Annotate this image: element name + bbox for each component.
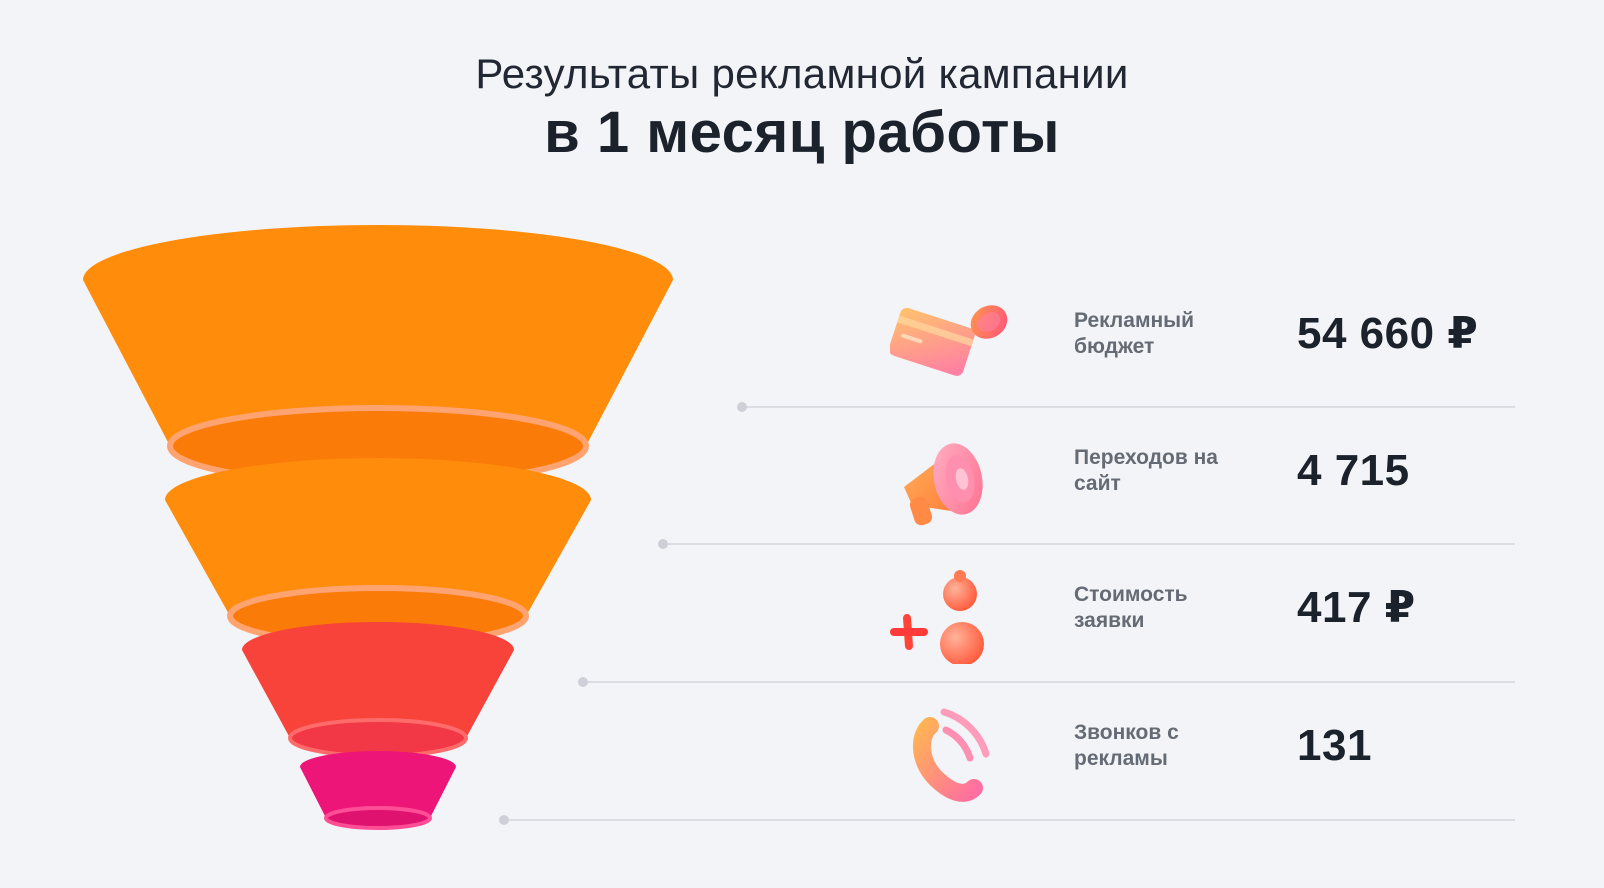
title-line-2: в 1 месяц работы [544, 100, 1060, 165]
funnel-stage-body [242, 622, 514, 756]
separator-dot [658, 539, 668, 549]
separator-line [499, 815, 1515, 825]
separator-dot [499, 815, 509, 825]
funnel-stage-3 [242, 622, 514, 758]
separator-line [658, 539, 1515, 549]
funnel-diagram [83, 225, 673, 830]
page-title: Результаты рекламной кампании в 1 месяц … [0, 48, 1604, 166]
metric-value: 54 660 ₽ [1297, 309, 1479, 358]
metric-value: 131 [1297, 721, 1372, 770]
metric-label: Рекламный бюджет [1074, 309, 1195, 358]
metric-row-cost: Стоимость заявки 417 ₽ [0, 544, 1604, 680]
funnel-stage-4 [300, 751, 456, 830]
separator-dot [578, 677, 588, 687]
funnel-stage-rim [324, 806, 432, 830]
metric-row-visits: Переходов на сайт 4 715 [0, 407, 1604, 543]
metric-label: Стоимость заявки [1074, 583, 1188, 632]
metric-label: Звонков с рекламы [1074, 721, 1179, 770]
metric-value: 4 715 [1297, 446, 1410, 495]
separator-dot [737, 402, 747, 412]
separator-line [578, 677, 1515, 687]
plus-user-icon [890, 570, 984, 664]
funnel-stage-body [300, 751, 456, 828]
metric-row-calls: Звонков с рекламы 131 [0, 682, 1604, 818]
metric-row-budget: Рекламный бюджет 54 660 ₽ [0, 270, 1604, 406]
title-line-1: Результаты рекламной кампании [475, 50, 1129, 97]
phone-call-icon [913, 708, 990, 802]
metric-value: 417 ₽ [1297, 583, 1416, 632]
credit-card-coin-icon [890, 305, 1008, 376]
metric-label: Переходов на сайт [1074, 446, 1218, 495]
separator-line [737, 402, 1515, 412]
megaphone-icon [904, 443, 983, 526]
